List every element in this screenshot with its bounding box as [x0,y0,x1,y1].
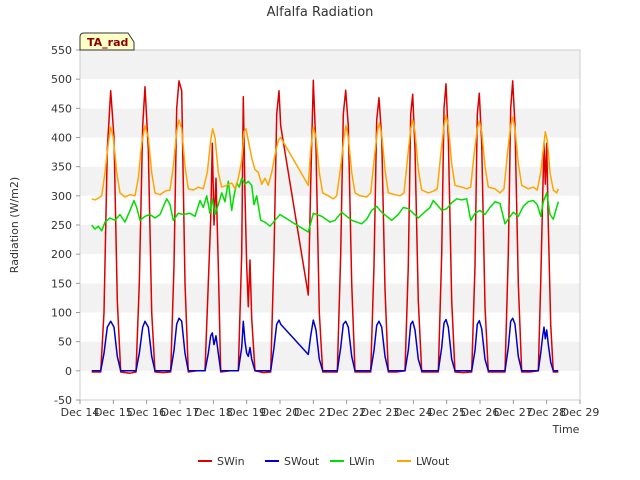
x-tick-label: Dec 20 [261,406,300,419]
x-tick-label: Dec 18 [194,406,233,419]
legend: SWin SWout LWin LWout [198,455,450,468]
legend-label-swin: SWin [217,455,245,468]
y-tick-label: 200 [51,248,72,261]
grid-band [80,137,580,167]
y-tick-label: 550 [51,44,72,57]
grid-band [80,312,580,342]
y-tick-label: 450 [51,102,72,115]
y-axis: -50 0 50 100 150 200 250 300 350 400 450 500 550 [51,44,80,407]
y-tick-label: 50 [58,336,72,349]
x-tick-label: Dec 19 [227,406,266,419]
legend-label-swout: SWout [284,455,320,468]
grid-band [80,50,580,80]
y-tick-label: 300 [51,190,72,203]
grid-band [80,283,580,313]
x-tick-label: Dec 25 [427,406,466,419]
series-line-swout [91,317,559,372]
x-tick-label: Dec 22 [327,406,366,419]
legend-label-lwin: LWin [349,455,375,468]
series-lines [91,79,560,374]
x-tick-label: Dec 23 [361,406,400,419]
series-line-lwout [91,114,559,201]
x-tick-label: Dec 16 [127,406,166,419]
chart-title: Alfalfa Radiation [267,5,374,20]
y-axis-label: Radiation (W/m2) [8,177,21,273]
grid-band [80,108,580,138]
x-axis-label: Time [552,423,580,436]
y-tick-label: 250 [51,219,72,232]
legend-label-lwout: LWout [416,455,450,468]
x-tick-label: Dec 27 [494,406,533,419]
badge-label: TA_rad [87,36,128,49]
x-tick-label: Dec 28 [527,406,566,419]
x-tick-label: Dec 26 [461,406,500,419]
y-tick-label: 500 [51,73,72,86]
x-tick-label: Dec 17 [161,406,200,419]
grid-band [80,79,580,109]
ta-rad-badge: TA_rad [79,32,135,51]
y-tick-label: 100 [51,307,72,320]
x-tick-label: Dec 15 [94,406,133,419]
x-tick-label: Dec 29 [561,406,600,419]
y-tick-label: -50 [54,394,72,407]
grid-bands [80,50,580,400]
series-line-lwin [91,177,560,233]
grid-band [80,341,580,371]
y-tick-label: 400 [51,132,72,145]
y-tick-label: 150 [51,277,72,290]
grid-band [80,195,580,225]
grid-band [80,225,580,255]
grid-band [80,254,580,284]
x-tick-label: Dec 21 [294,406,333,419]
grid-band [80,370,580,400]
y-tick-label: 350 [51,161,72,174]
y-tick-label: 0 [65,365,72,378]
x-tick-label: Dec 14 [61,406,100,419]
x-tick-label: Dec 24 [394,406,433,419]
